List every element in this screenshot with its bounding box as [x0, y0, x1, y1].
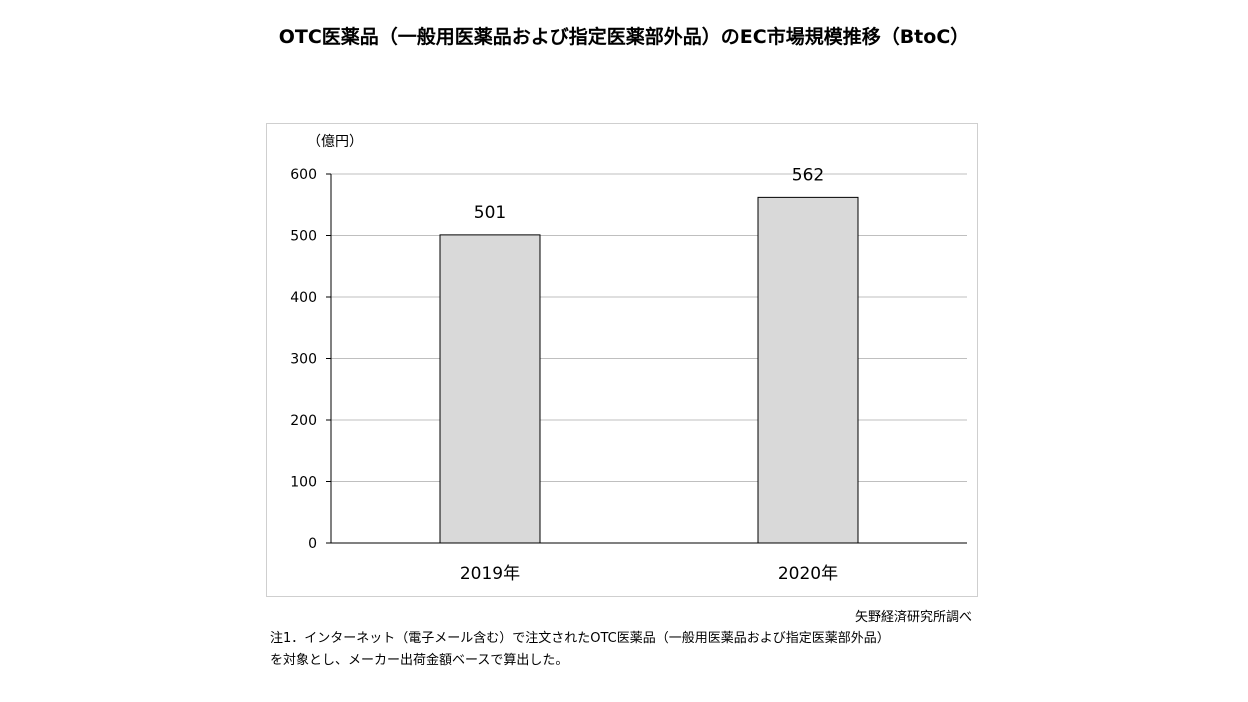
bar-1 [439, 234, 541, 544]
chart-area: 0 100 200 300 400 500 600 （億円） 501 2019年 562 2020年 [266, 123, 978, 597]
axes [326, 173, 967, 544]
data-label-2: 562 [792, 165, 824, 185]
bar-chart: 0 100 200 300 400 500 600 （億円） 501 2019年 562 2020年 [290, 134, 967, 584]
footnote: 注1．インターネット（電子メール含む）で注文されたOTC医薬品（一般用医薬品およ… [270, 628, 990, 672]
y-tick-label: 100 [290, 475, 317, 491]
x-tick-label: 2020年 [778, 564, 838, 584]
y-tick-label: 200 [290, 413, 317, 429]
footnote-line-2: を対象とし、メーカー出荷金額ベースで算出した。 [270, 653, 569, 668]
y-tick-label: 400 [290, 290, 317, 306]
bars [439, 196, 859, 544]
data-label-1: 501 [474, 203, 506, 223]
y-tick-label: 0 [308, 536, 317, 552]
y-tick-label: 500 [290, 229, 317, 245]
chart-title: OTC医薬品（一般用医薬品および指定医薬部外品）のEC市場規模推移（BtoC） [278, 26, 970, 48]
y-axis-label: （億円） [307, 134, 363, 150]
bar-2 [757, 196, 859, 544]
footnote-line-1: 注1．インターネット（電子メール含む）で注文されたOTC医薬品（一般用医薬品およ… [270, 631, 890, 646]
source-credit: 矢野経済研究所調べ [854, 610, 972, 625]
labels: 0 100 200 300 400 500 600 （億円） 501 2019年 562 2020年 [290, 134, 838, 584]
x-tick-label: 2019年 [460, 564, 520, 584]
y-tick-label: 300 [290, 352, 317, 368]
gridlines [331, 173, 967, 482]
y-tick-label: 600 [290, 167, 317, 183]
